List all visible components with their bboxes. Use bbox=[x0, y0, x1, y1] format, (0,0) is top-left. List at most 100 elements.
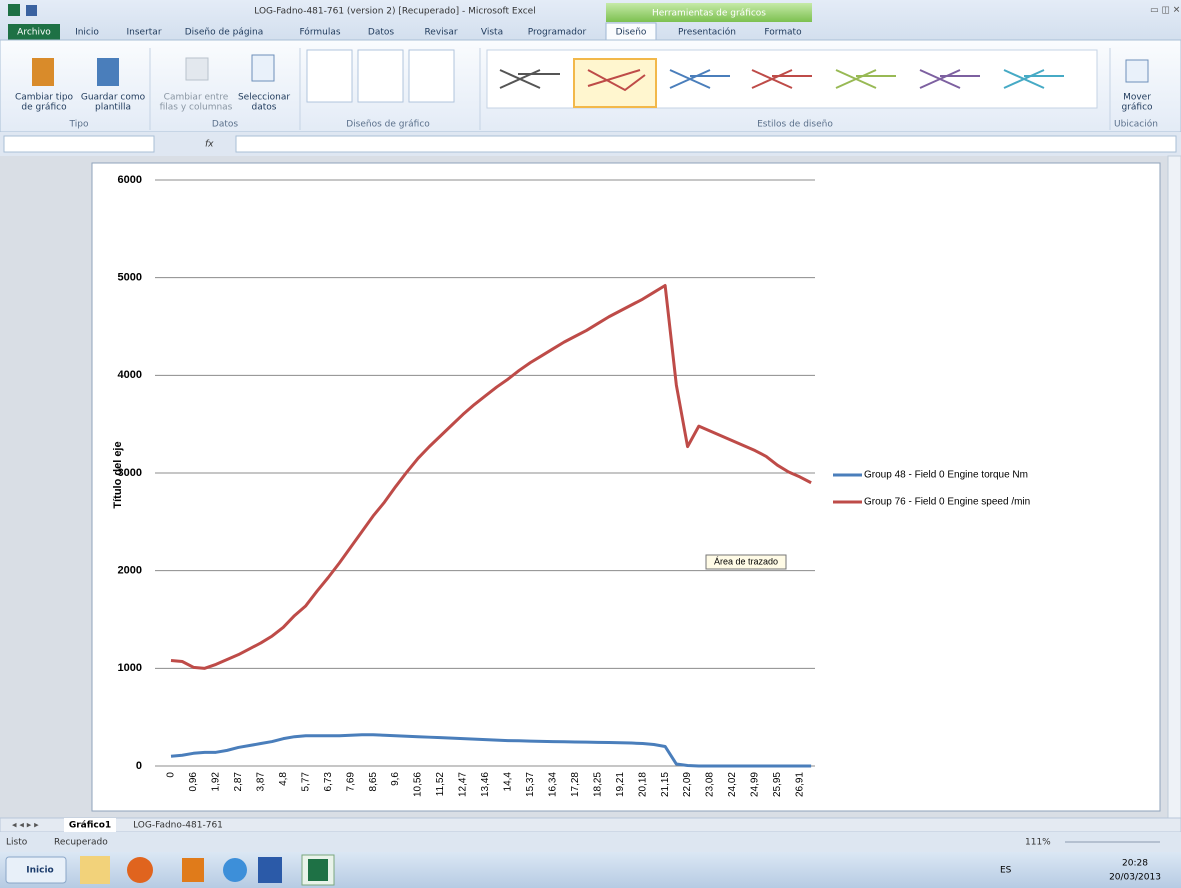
group-label: Diseños de gráfico bbox=[346, 120, 430, 130]
tab[interactable]: Diseño bbox=[616, 28, 647, 38]
x-tick-label: 10,56 bbox=[413, 772, 424, 797]
button-label[interactable]: datos bbox=[252, 103, 277, 113]
taskbar-app[interactable] bbox=[127, 857, 153, 883]
button-label[interactable]: gráfico bbox=[1121, 103, 1153, 113]
tab[interactable]: Archivo bbox=[17, 28, 51, 38]
tab[interactable]: Vista bbox=[481, 28, 503, 38]
start-label[interactable]: Inicio bbox=[26, 866, 53, 876]
group-label: Tipo bbox=[69, 120, 89, 130]
x-tick-label: 24,99 bbox=[750, 772, 761, 797]
window-title: LOG-Fadno-481-761 (version 2) [Recuperad… bbox=[254, 7, 535, 17]
x-tick-label: 19,21 bbox=[615, 772, 626, 797]
style-thumb[interactable] bbox=[1003, 69, 1064, 89]
tab[interactable]: Programador bbox=[528, 28, 587, 38]
language[interactable]: ES bbox=[1000, 866, 1012, 876]
move-chart-icon[interactable] bbox=[1125, 59, 1149, 83]
taskbar-app[interactable] bbox=[308, 859, 328, 881]
taskbar-app[interactable] bbox=[80, 856, 110, 884]
y-tick-label: 2000 bbox=[118, 565, 142, 577]
x-tick-label: 9,6 bbox=[390, 772, 401, 786]
start-button[interactable] bbox=[5, 856, 67, 884]
style-thumb[interactable] bbox=[669, 69, 730, 89]
y-tick-label: 0 bbox=[136, 760, 142, 772]
button-label[interactable]: plantilla bbox=[95, 103, 131, 113]
active-sheet-tab[interactable] bbox=[64, 818, 116, 832]
x-tick-label: 0 bbox=[166, 772, 177, 778]
switch-icon[interactable] bbox=[185, 57, 209, 81]
tab[interactable]: Formato bbox=[764, 28, 802, 38]
tooltip: Área de trazado bbox=[714, 556, 778, 566]
y-tick-label: 4000 bbox=[118, 369, 142, 381]
x-tick-label: 16,34 bbox=[547, 772, 558, 797]
x-tick-label: 14,4 bbox=[503, 772, 514, 792]
x-tick-label: 7,69 bbox=[345, 772, 356, 792]
chart-area[interactable] bbox=[91, 162, 1161, 812]
tooltip-box bbox=[705, 554, 787, 570]
button-label[interactable]: Seleccionar bbox=[238, 93, 290, 103]
sheet-tab[interactable]: Gráfico1 bbox=[69, 821, 111, 831]
status-recovered: Recuperado bbox=[54, 838, 108, 848]
button-label[interactable]: Guardar como bbox=[81, 93, 146, 103]
button-label: Cambiar entre bbox=[164, 93, 229, 103]
series-line bbox=[170, 733, 812, 768]
x-tick-label: 1,92 bbox=[211, 772, 222, 792]
file-tab[interactable] bbox=[8, 24, 60, 40]
scrollbar[interactable] bbox=[1167, 155, 1181, 819]
button-label[interactable]: de gráfico bbox=[21, 103, 67, 113]
layout-thumb[interactable] bbox=[408, 49, 455, 103]
clock-date: 20/03/2013 bbox=[1109, 873, 1161, 883]
legend-label: Group 76 - Field 0 Engine speed /min bbox=[864, 497, 1030, 508]
tab[interactable]: Inicio bbox=[75, 28, 99, 38]
group-label: Ubicación bbox=[1114, 119, 1158, 130]
style-thumb[interactable] bbox=[919, 69, 980, 89]
y-axis-title: Título del eje bbox=[112, 441, 124, 508]
save-icon[interactable] bbox=[26, 5, 37, 16]
context-title: Herramientas de gráficos bbox=[652, 9, 766, 19]
window-controls[interactable]: ▭ ◫ ✕ bbox=[1150, 6, 1180, 16]
y-tick-label: 1000 bbox=[118, 662, 142, 674]
style-thumb[interactable] bbox=[587, 69, 646, 92]
x-tick-label: 3,87 bbox=[255, 772, 266, 792]
select-data-icon[interactable] bbox=[251, 54, 275, 82]
tab[interactable]: Presentación bbox=[678, 27, 736, 38]
status-ready: Listo bbox=[6, 838, 28, 848]
template-icon[interactable] bbox=[97, 58, 119, 86]
sheet-tab[interactable]: LOG-Fadno-481-761 bbox=[133, 821, 223, 831]
title-bar bbox=[0, 0, 1181, 40]
tab[interactable]: Insertar bbox=[126, 28, 161, 38]
button-label: filas y columnas bbox=[160, 103, 233, 113]
taskbar-app[interactable] bbox=[182, 858, 204, 882]
group-separators bbox=[149, 48, 1111, 130]
style-thumb[interactable] bbox=[835, 69, 896, 89]
x-tick-label: 20,18 bbox=[637, 772, 648, 797]
x-tick-label: 6,73 bbox=[323, 772, 334, 792]
x-tick-label: 15,37 bbox=[525, 772, 536, 797]
style-thumb[interactable] bbox=[751, 69, 812, 89]
name-box[interactable] bbox=[3, 135, 155, 153]
button-label[interactable]: Mover bbox=[1123, 93, 1151, 103]
group-label: Datos bbox=[212, 120, 238, 130]
chart-type-icon[interactable] bbox=[32, 58, 54, 86]
x-tick-label: 5,77 bbox=[300, 772, 311, 792]
layout-thumb[interactable] bbox=[357, 49, 404, 103]
style-selected[interactable] bbox=[573, 58, 657, 108]
tab[interactable]: Fórmulas bbox=[299, 27, 340, 38]
y-tick-label: 3000 bbox=[118, 467, 142, 479]
layout-thumb[interactable] bbox=[306, 49, 353, 103]
sheet-nav[interactable]: ◂ ◂ ▸ ▸ bbox=[12, 821, 39, 831]
x-tick-label: 0,96 bbox=[188, 772, 199, 792]
y-tick-label: 6000 bbox=[118, 174, 142, 186]
status-bar bbox=[0, 832, 1181, 852]
style-thumb[interactable] bbox=[499, 69, 560, 89]
tab[interactable]: Revisar bbox=[424, 28, 457, 38]
formula-input[interactable] bbox=[235, 135, 1177, 153]
tab[interactable]: Datos bbox=[368, 28, 394, 38]
app-icon bbox=[8, 4, 20, 16]
x-tick-label: 23,08 bbox=[705, 772, 716, 797]
x-tick-label: 4,8 bbox=[278, 772, 289, 786]
tab[interactable]: Diseño de página bbox=[185, 28, 264, 38]
zoom-level[interactable]: 111% bbox=[1025, 838, 1051, 848]
button-label[interactable]: Cambiar tipo bbox=[15, 93, 74, 103]
taskbar-app[interactable] bbox=[223, 858, 247, 882]
taskbar-app[interactable] bbox=[258, 857, 282, 883]
